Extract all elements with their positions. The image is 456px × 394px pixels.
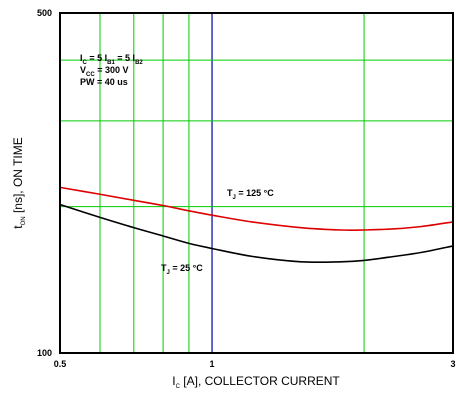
x-tick-label: 3	[450, 359, 455, 369]
series-label-125c: TJ = 125 °C	[227, 188, 274, 201]
series-label-25c: TJ = 25 °C	[161, 263, 203, 276]
plot-background	[60, 13, 453, 353]
x-tick-label: 0.5	[54, 359, 67, 369]
tick-labels: 0.5 1 3 500 100	[37, 8, 456, 369]
y-tick-label: 500	[37, 8, 52, 18]
horizontal-gridlines	[60, 59, 453, 208]
series-line-1	[59, 203, 454, 264]
condition-line-1: IC = 5 IB1 = 5 IB2	[80, 53, 143, 66]
plot-frame	[59, 12, 454, 354]
x-tick-label: 1	[210, 359, 215, 369]
series-layer	[59, 186, 454, 264]
x-axis-label: IC [A], COLLECTOR CURRENT	[172, 374, 340, 390]
y-axis-label: tON [ns], ON TIME	[11, 137, 27, 228]
condition-line-3: PW = 40 us	[80, 77, 128, 87]
condition-line-2: VCC = 300 V	[80, 65, 128, 78]
vertical-gridlines	[99, 13, 365, 353]
test-conditions: IC = 5 IB1 = 5 IB2 VCC = 300 V PW = 40 u…	[80, 53, 143, 87]
series-line-0	[59, 186, 454, 232]
y-tick-label: 100	[37, 348, 52, 358]
